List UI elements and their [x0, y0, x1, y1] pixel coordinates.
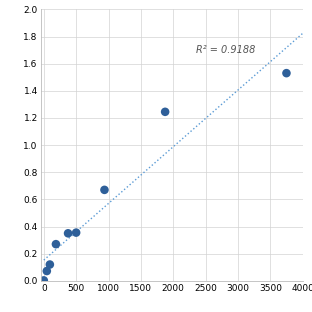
Point	[53, 242, 58, 247]
Point	[102, 188, 107, 193]
Text: R² = 0.9188: R² = 0.9188	[196, 45, 255, 55]
Point	[163, 109, 168, 114]
Point	[44, 269, 49, 274]
Point	[47, 262, 52, 267]
Point	[66, 231, 71, 236]
Point	[284, 71, 289, 76]
Point	[41, 278, 46, 283]
Point	[74, 230, 79, 235]
